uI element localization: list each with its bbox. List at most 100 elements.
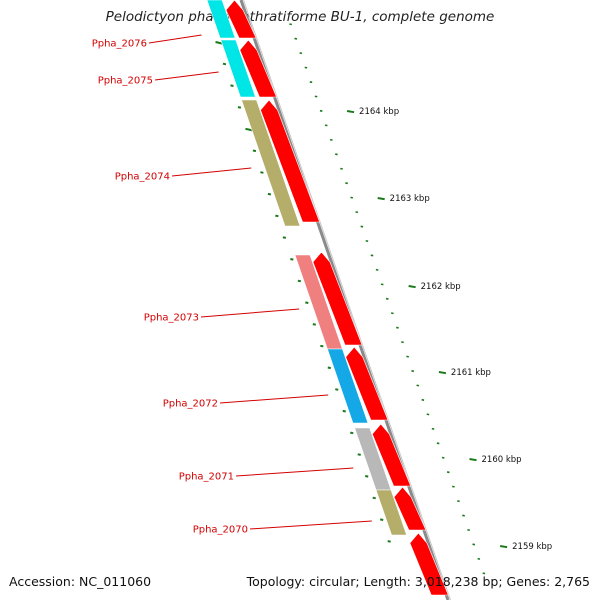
strand-arrow [409, 532, 449, 596]
inner-tick [275, 214, 279, 218]
ruler-tick [355, 211, 359, 214]
gene-block [375, 489, 407, 536]
backbone-highlight [243, 0, 451, 600]
scale-label: 2163 kbp [390, 194, 430, 204]
ruler-tick [421, 398, 425, 401]
ruler-tick [390, 312, 394, 315]
inner-tick [379, 518, 384, 521]
label-leader-line [200, 308, 300, 318]
map-title: Pelodictyon phaeoclathratiforme BU-1, co… [105, 9, 495, 25]
ruler-tick [314, 95, 318, 98]
inner-tick [342, 409, 346, 413]
inner-tick [327, 366, 331, 370]
ruler-tick [335, 153, 338, 156]
strand-arrow [371, 423, 412, 487]
gene-label: Ppha_2071 [179, 472, 234, 483]
gene-block [241, 99, 301, 227]
strand-arrow [345, 346, 389, 421]
ruler-major-tick [346, 110, 355, 114]
ruler-tick [436, 442, 440, 445]
ruler-tick [457, 500, 460, 503]
inner-tick [290, 258, 294, 261]
strand-arrow-layer [225, 0, 449, 596]
ruler-tick [411, 370, 415, 373]
strand-arrow [312, 251, 363, 346]
inner-tick [312, 323, 317, 326]
ruler-tick [329, 138, 333, 141]
label-leader-line [235, 467, 354, 477]
gene-label: Ppha_2072 [163, 399, 218, 410]
genome-summary-text: Topology: circular; Length: 3,018,238 bp… [246, 574, 590, 589]
ruler-tick [350, 196, 354, 199]
gene-label: Ppha_2075 [98, 76, 153, 87]
ruler-tick [289, 23, 293, 26]
gene-block [206, 0, 236, 39]
ruler-tick [426, 413, 430, 416]
inner-tick [245, 127, 253, 132]
ruler-major-tick [408, 285, 416, 289]
ruler-tick [431, 427, 435, 430]
label-leader-line [219, 394, 329, 404]
inner-tick [305, 301, 309, 304]
inner-tick [365, 475, 369, 478]
scale-label: 2164 kbp [359, 107, 399, 117]
ruler-major-tick [469, 458, 477, 462]
ruler-tick [340, 167, 343, 170]
strand-arrow [225, 0, 257, 39]
ruler-tick [462, 514, 465, 517]
scale-label: 2161 kbp [451, 368, 491, 378]
ruler-tick [452, 485, 455, 488]
inner-tick [252, 149, 257, 153]
label-leader-line [249, 520, 372, 530]
ruler-tick [472, 543, 476, 546]
label-leader-line [148, 34, 202, 44]
ruler-tick [365, 239, 369, 243]
scale-label: 2162 kbp [421, 282, 461, 292]
scale-label: 2159 kbp [512, 542, 552, 552]
inner-tick [350, 431, 354, 435]
ruler-tick [299, 52, 303, 55]
ruler-tick [304, 66, 308, 69]
inner-tick [215, 41, 223, 45]
label-leader-line [171, 167, 252, 177]
inner-tick [222, 62, 227, 66]
ruler-major-tick [377, 197, 385, 201]
ruler-tick [467, 528, 470, 532]
ruler-tick [446, 471, 450, 474]
gene-label-layer: Ppha_2076 Ppha_2075 Ppha_2074 Ppha_2073 Ppha… [92, 34, 372, 536]
ruler-tick [324, 124, 328, 127]
scale-label-layer: 2164 kbp 2163 kbp 2162 kbp 2161 kbp 2160 kbp… [359, 107, 552, 552]
ruler-tick [482, 572, 486, 575]
scale-label: 2160 kbp [482, 455, 522, 465]
inner-tick [282, 236, 287, 239]
gene-label: Ppha_2070 [193, 525, 248, 536]
inner-tick [320, 344, 324, 348]
ruler-tick [416, 384, 420, 387]
ruler-tick [294, 37, 298, 40]
inner-tick [387, 540, 391, 543]
ruler-major-tick [438, 371, 447, 375]
gene-layer [206, 0, 407, 536]
inner-tick [372, 496, 376, 500]
inner-tick [335, 388, 339, 391]
ruler-tick [380, 283, 384, 286]
gene-block [326, 348, 369, 424]
inner-tick [267, 192, 272, 196]
strand-arrow [239, 39, 277, 98]
ruler-major-tick [499, 545, 508, 549]
ruler-tick [319, 109, 323, 112]
label-leader-line [154, 71, 219, 81]
ruler-tick [401, 341, 404, 344]
ruler-tick [385, 297, 389, 300]
ruler-tick [396, 326, 399, 329]
ruler-tick [309, 81, 313, 84]
accession-text: Accession: NC_011060 [9, 574, 152, 589]
tick-layer [215, 23, 508, 575]
ruler-tick [370, 254, 374, 257]
inner-tick [297, 279, 302, 283]
inner-tick [230, 84, 234, 87]
ruler-tick [375, 268, 379, 271]
gene-label: Ppha_2073 [144, 313, 199, 324]
inner-tick [260, 171, 264, 174]
